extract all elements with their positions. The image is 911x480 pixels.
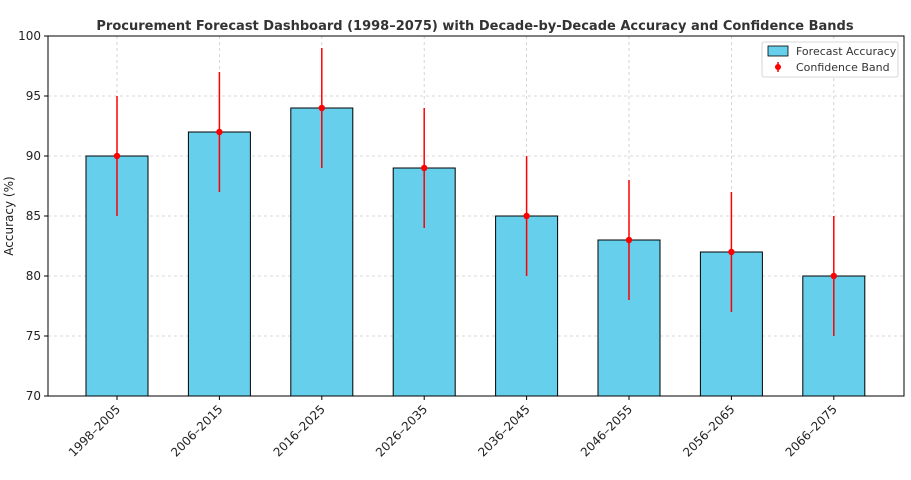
- chart-title: Procurement Forecast Dashboard (1998–207…: [96, 19, 853, 34]
- y-tick-label: 95: [26, 89, 41, 103]
- error-bar-marker: [421, 164, 428, 172]
- x-tick-label: 2046–2055: [578, 402, 635, 459]
- x-tick-label: 2016–2025: [271, 402, 328, 459]
- error-bars-layer: [113, 48, 837, 336]
- legend-label-bars: Forecast Accuracy: [796, 45, 897, 58]
- legend-label-errorbars: Confidence Band: [796, 61, 890, 74]
- y-ticks: 70 75 80 85 90 95 100: [18, 29, 48, 403]
- grid-layer: [48, 35, 904, 397]
- y-tick-label: 100: [18, 29, 41, 43]
- bars-layer: [85, 107, 866, 397]
- legend-bar-swatch: [767, 45, 789, 57]
- error-bar-marker: [625, 236, 633, 244]
- error-bar-marker: [523, 212, 530, 220]
- y-axis-label: Accuracy (%): [2, 176, 16, 255]
- x-tick-label: 1998–2005: [66, 402, 123, 459]
- x-tick-label: 2026–2035: [373, 402, 430, 459]
- y-tick-label: 85: [26, 209, 41, 223]
- legend-box: [761, 41, 899, 78]
- x-ticks: 1998–2005 2006–2015 2016–2025 2026–2035 2036…: [66, 396, 840, 460]
- y-tick-label: 80: [26, 269, 41, 283]
- x-tick-label: 2056–2065: [680, 402, 737, 459]
- y-tick-label: 75: [26, 329, 41, 343]
- x-tick-label: 2066–2075: [783, 402, 840, 459]
- x-tick-label: 2036–2045: [475, 402, 532, 459]
- error-bar-marker: [113, 152, 121, 160]
- legend-errorbar-marker: [775, 64, 781, 70]
- error-bar-marker: [216, 128, 223, 136]
- y-tick-label: 70: [26, 389, 41, 403]
- legend: Forecast Accuracy Confidence Band: [761, 41, 899, 78]
- error-bar-marker: [318, 104, 325, 112]
- error-bar-marker: [728, 248, 735, 256]
- error-bar-marker: [830, 272, 837, 280]
- x-tick-label: 2006–2015: [168, 402, 225, 459]
- y-tick-label: 90: [26, 149, 41, 163]
